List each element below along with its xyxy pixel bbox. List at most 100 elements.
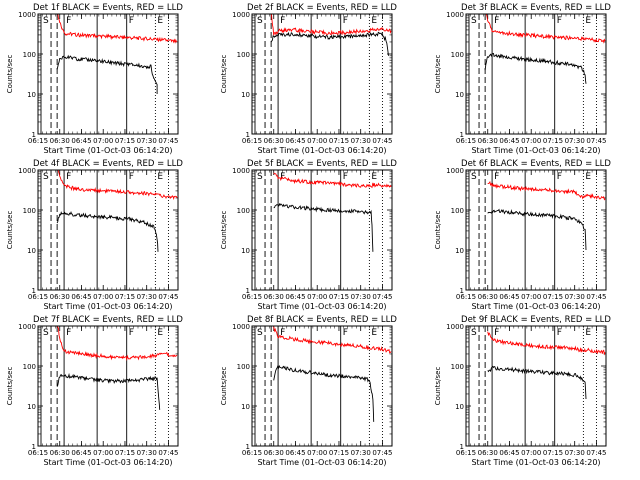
x-tick-label: 06:30 [50, 293, 70, 301]
annotation-f: F [494, 328, 499, 338]
annotation-f: F [494, 172, 499, 182]
series-line-events [484, 52, 587, 84]
x-tick-label: 06:30 [264, 137, 284, 145]
x-tick-label: 06:45 [71, 137, 91, 145]
series-line-events [270, 31, 389, 56]
annotation-e: E [585, 16, 591, 26]
x-tick-label: 07:00 [521, 449, 541, 457]
x-tick-label: 07:45 [586, 449, 606, 457]
x-tick-label: 06:30 [478, 137, 498, 145]
series-line-events [273, 202, 374, 252]
annotation-f: F [280, 16, 285, 26]
annotation-f: F [280, 328, 285, 338]
x-tick-label: 06:15 [456, 449, 476, 457]
y-tick-label: 1 [32, 443, 36, 451]
x-tick-label: 07:45 [586, 137, 606, 145]
x-tick-label: 06:30 [478, 449, 498, 457]
x-tick-label: 06:45 [499, 449, 519, 457]
y-tick-label: 100 [451, 363, 464, 371]
plot-frame [465, 325, 607, 447]
chart-panel-3: Det 3f BLACK = Events, RED = LLD Counts/s… [434, 3, 611, 155]
y-tick-label: 1000 [18, 167, 36, 175]
annotation-s: S [43, 328, 49, 338]
x-axis-label: Start Time (01-Oct-03 06:14:20) [471, 146, 600, 155]
chart-title: Det 3f BLACK = Events, RED = LLD [461, 3, 611, 13]
series-line-events [487, 208, 587, 251]
y-tick-label: 1 [32, 287, 36, 295]
annotation-f: F [343, 328, 348, 338]
x-tick-label: 06:30 [50, 137, 70, 145]
x-tick-label: 07:15 [329, 137, 349, 145]
y-tick-label: 10 [455, 403, 464, 411]
annotation-f: F [494, 16, 499, 26]
y-tick-label: 1000 [18, 323, 36, 331]
x-axis-label: Start Time (01-Oct-03 06:14:20) [257, 458, 386, 467]
annotation-f: F [129, 328, 134, 338]
x-tick-label: 07:30 [137, 449, 157, 457]
x-tick-label: 06:15 [456, 137, 476, 145]
x-tick-label: 07:30 [351, 293, 371, 301]
x-tick-label: 06:45 [285, 293, 305, 301]
x-tick-label: 06:45 [499, 293, 519, 301]
y-tick-label: 100 [237, 207, 250, 215]
y-tick-label: 1000 [18, 11, 36, 19]
chart-title: Det 4f BLACK = Events, RED = LLD [33, 159, 183, 169]
x-axis-label: Start Time (01-Oct-03 06:14:20) [257, 146, 386, 155]
y-tick-label: 100 [451, 51, 464, 59]
x-tick-label: 07:15 [543, 449, 563, 457]
chart-title: Det 7f BLACK = Events, RED = LLD [33, 315, 183, 325]
x-axis-label: Start Time (01-Oct-03 06:14:20) [43, 458, 172, 467]
y-tick-label: 1000 [446, 11, 464, 19]
annotation-s: S [471, 328, 477, 338]
y-tick-label: 10 [455, 91, 464, 99]
annotation-s: S [43, 172, 49, 182]
x-axis-label: Start Time (01-Oct-03 06:14:20) [43, 302, 172, 311]
annotation-f: F [343, 16, 348, 26]
series-line-lld [57, 14, 178, 44]
chart-title: Det 2f BLACK = Events, RED = LLD [247, 3, 397, 13]
plot-frame [251, 169, 393, 291]
plot-frame [251, 13, 393, 135]
series-line-lld [273, 172, 392, 189]
annotation-f: F [66, 328, 71, 338]
series-line-events [56, 211, 159, 252]
x-tick-label: 07:00 [521, 293, 541, 301]
annotation-s: S [257, 172, 263, 182]
annotation-f: F [66, 172, 71, 182]
x-axis-label: Start Time (01-Oct-03 06:14:20) [43, 146, 172, 155]
x-tick-label: 07:45 [158, 293, 178, 301]
annotation-e: E [371, 172, 377, 182]
x-tick-label: 07:30 [565, 293, 585, 301]
plot-frame [465, 169, 607, 291]
series-line-lld [485, 14, 606, 44]
x-tick-label: 06:30 [478, 293, 498, 301]
x-tick-label: 06:15 [242, 293, 262, 301]
y-tick-label: 10 [241, 403, 250, 411]
annotation-e: E [157, 328, 163, 338]
plot-frame [37, 13, 179, 135]
y-tick-label: 1000 [232, 323, 250, 331]
chart-panel-2: Det 2f BLACK = Events, RED = LLD Counts/s… [220, 3, 397, 155]
x-tick-label: 07:15 [115, 293, 135, 301]
x-tick-label: 07:00 [93, 449, 113, 457]
x-tick-label: 07:30 [137, 137, 157, 145]
annotation-f: F [557, 16, 562, 26]
annotation-f: F [343, 172, 348, 182]
annotation-e: E [585, 328, 591, 338]
x-tick-label: 06:30 [264, 449, 284, 457]
chart-panel-8: Det 8f BLACK = Events, RED = LLD Counts/s… [220, 315, 397, 467]
series-line-lld [57, 326, 178, 361]
x-tick-label: 07:30 [565, 449, 585, 457]
plot-frame [37, 169, 179, 291]
chart-title: Det 6f BLACK = Events, RED = LLD [461, 159, 611, 169]
x-tick-label: 06:15 [456, 293, 476, 301]
y-tick-label: 100 [23, 207, 36, 215]
x-tick-label: 07:15 [115, 449, 135, 457]
annotation-f: F [129, 172, 134, 182]
y-axis-label: Counts/sec [434, 55, 442, 94]
annotation-e: E [157, 16, 163, 26]
x-tick-label: 07:15 [329, 293, 349, 301]
chart-title: Det 5f BLACK = Events, RED = LLD [247, 159, 397, 169]
x-tick-label: 07:45 [372, 293, 392, 301]
annotation-s: S [257, 328, 263, 338]
